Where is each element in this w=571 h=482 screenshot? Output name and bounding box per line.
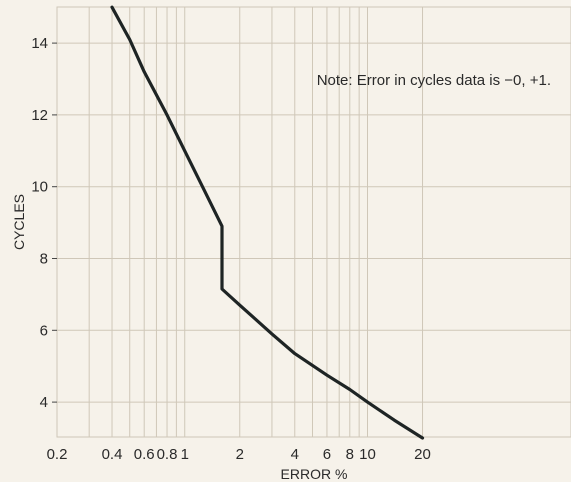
y-tick-label: 12 (31, 107, 48, 124)
y-tick-label: 6 (40, 322, 48, 339)
x-tick-label: 4 (291, 446, 299, 463)
x-tick-label: 6 (323, 446, 331, 463)
x-axis-title: ERROR % (281, 466, 348, 482)
x-tick-label: 1 (181, 446, 189, 463)
y-tick-label: 10 (31, 179, 48, 196)
grid (52, 7, 571, 437)
y-axis-title: CYCLES (11, 194, 27, 250)
x-tick-label: 10 (359, 446, 376, 463)
x-tick-labels: 0.2 0.4 0.6 0.8 1 2 4 6 8 10 20 (47, 446, 431, 463)
y-tick-label: 4 (40, 394, 48, 411)
x-tick-label: 0.6 (134, 446, 155, 463)
x-tick-label: 0.4 (102, 446, 123, 463)
x-tick-label: 20 (414, 446, 431, 463)
error-curve-line (110, 5, 425, 440)
x-tick-label: 8 (346, 446, 354, 463)
y-tick-label: 14 (31, 35, 48, 52)
x-tick-label: 2 (236, 446, 244, 463)
x-tick-label: 0.8 (157, 446, 178, 463)
annotation-note: Note: Error in cycles data is −0, +1. (317, 72, 551, 89)
data-series (110, 5, 425, 440)
y-tick-label: 8 (40, 251, 48, 268)
x-tick-label: 0.2 (47, 446, 68, 463)
y-tick-labels: 4 6 8 10 12 14 (31, 35, 48, 411)
